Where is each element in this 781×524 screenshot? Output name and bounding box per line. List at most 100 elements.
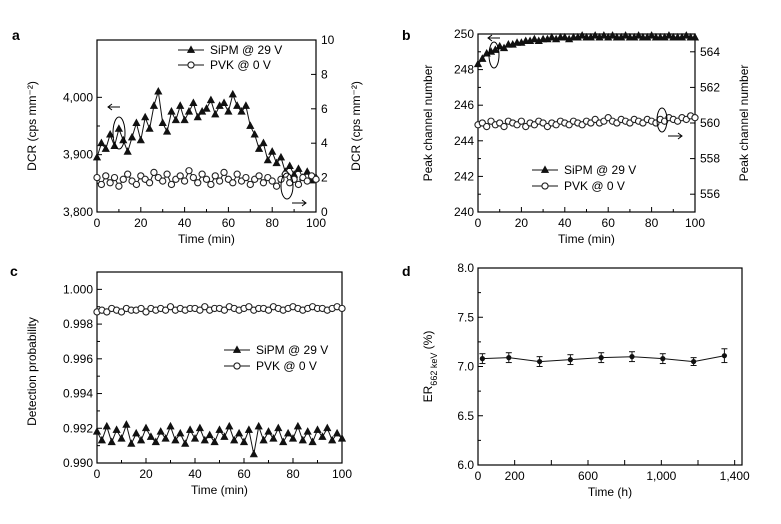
data-point [196, 306, 204, 314]
data-point [93, 173, 101, 182]
data-point [303, 427, 312, 435]
data-point [202, 175, 211, 183]
left-axis-arrow [487, 34, 500, 42]
data-point [244, 425, 254, 433]
y-tick-label: 244 [454, 134, 474, 148]
data-point [237, 107, 246, 115]
data-point [530, 34, 539, 43]
x-tick-label: 0 [475, 469, 482, 483]
x-tick-label: 1,400 [720, 469, 750, 483]
axis-indicator-ellipse [280, 172, 294, 200]
data-point [598, 355, 604, 361]
data-point [123, 147, 132, 155]
data-point [332, 428, 342, 437]
plot-frame [477, 267, 743, 466]
data-point [159, 177, 167, 185]
y-tick-label: 242 [454, 169, 474, 183]
x-axis-label: Time (min) [178, 232, 235, 246]
data-point [323, 423, 332, 432]
y-tick-label: 4,000 [63, 90, 93, 104]
data-point [264, 427, 273, 435]
y-right-tick-label: 560 [700, 116, 720, 130]
legend-marker [541, 182, 549, 190]
data-point [142, 308, 150, 316]
y-tick-label: 250 [454, 27, 474, 41]
data-point [272, 158, 281, 167]
data-point [117, 308, 126, 316]
x-axis-label: Time (min) [191, 483, 248, 497]
data-point [205, 430, 214, 439]
x-tick-label: 40 [558, 216, 572, 230]
legend-marker [233, 362, 241, 370]
y-right-tick-label: 4 [321, 136, 328, 150]
data-point [112, 425, 121, 433]
y-tick-label: 3,800 [63, 205, 93, 219]
y-tick-label: 246 [454, 98, 474, 112]
data-point [591, 31, 600, 39]
panel-letter: a [12, 27, 20, 43]
data-point [117, 434, 126, 442]
data-point [201, 303, 209, 311]
data-point [578, 31, 587, 39]
data-point [97, 180, 106, 189]
data-point [599, 31, 608, 39]
data-point [608, 31, 617, 39]
data-point [198, 170, 206, 178]
x-tick-label: 60 [602, 216, 616, 230]
data-point [224, 107, 233, 115]
data-point [313, 425, 322, 433]
data-point [132, 180, 141, 189]
left-axis-arrow [107, 103, 120, 111]
x-tick-label: 80 [266, 216, 280, 230]
y-tick-label: 1.000 [63, 282, 93, 296]
y-tick-label: 7.5 [457, 310, 474, 324]
data-point [254, 144, 264, 152]
y-right-tick-label: 6 [321, 102, 328, 116]
data-point [241, 101, 251, 109]
x-tick-label: 20 [134, 216, 148, 230]
data-point [249, 449, 258, 458]
legend-entry: PVK @ 0 V [564, 179, 625, 193]
panel-d: d 0 200 600 1,000 1,400 Time (h) 6.0 6.5 7.0 7.5 8… [402, 261, 750, 499]
data-point [537, 358, 543, 365]
x-tick-label: 20 [139, 467, 153, 481]
y-tick-label: 0.992 [63, 421, 93, 435]
data-point [195, 423, 205, 432]
data-point [303, 177, 311, 185]
data-point [294, 164, 303, 172]
data-point [478, 54, 487, 62]
data-point [215, 177, 224, 185]
y-tick-label: 6.5 [457, 409, 474, 423]
data-point [500, 122, 508, 131]
data-point [154, 86, 163, 95]
data-point [318, 432, 327, 440]
y-axis-label: Peak channel number [421, 65, 435, 182]
data-point [162, 127, 172, 135]
data-point [161, 306, 170, 314]
data-point [547, 32, 556, 41]
data-point [255, 172, 263, 180]
data-point [629, 354, 635, 360]
x-tick-label: 20 [515, 216, 529, 230]
y-tick-label: 248 [454, 63, 474, 77]
data-point [102, 421, 111, 430]
legend-marker [540, 165, 550, 173]
data-point [211, 172, 219, 180]
data-point [151, 437, 160, 446]
data-point [664, 31, 674, 39]
data-point [166, 303, 175, 311]
y-right-tick-label: 2 [321, 171, 328, 185]
data-point [171, 435, 180, 444]
data-point [193, 112, 202, 121]
y-tick-label: 0.994 [63, 387, 93, 401]
data-point [180, 115, 189, 124]
x-tick-label: 40 [178, 216, 192, 230]
x-tick-label: 40 [188, 467, 202, 481]
y-right-tick-label: 8 [321, 67, 328, 81]
x-tick-label: 60 [222, 216, 236, 230]
data-point [259, 435, 268, 444]
data-point [176, 172, 184, 180]
data-point [207, 180, 215, 189]
data-point [141, 423, 151, 432]
data-point [229, 179, 237, 187]
